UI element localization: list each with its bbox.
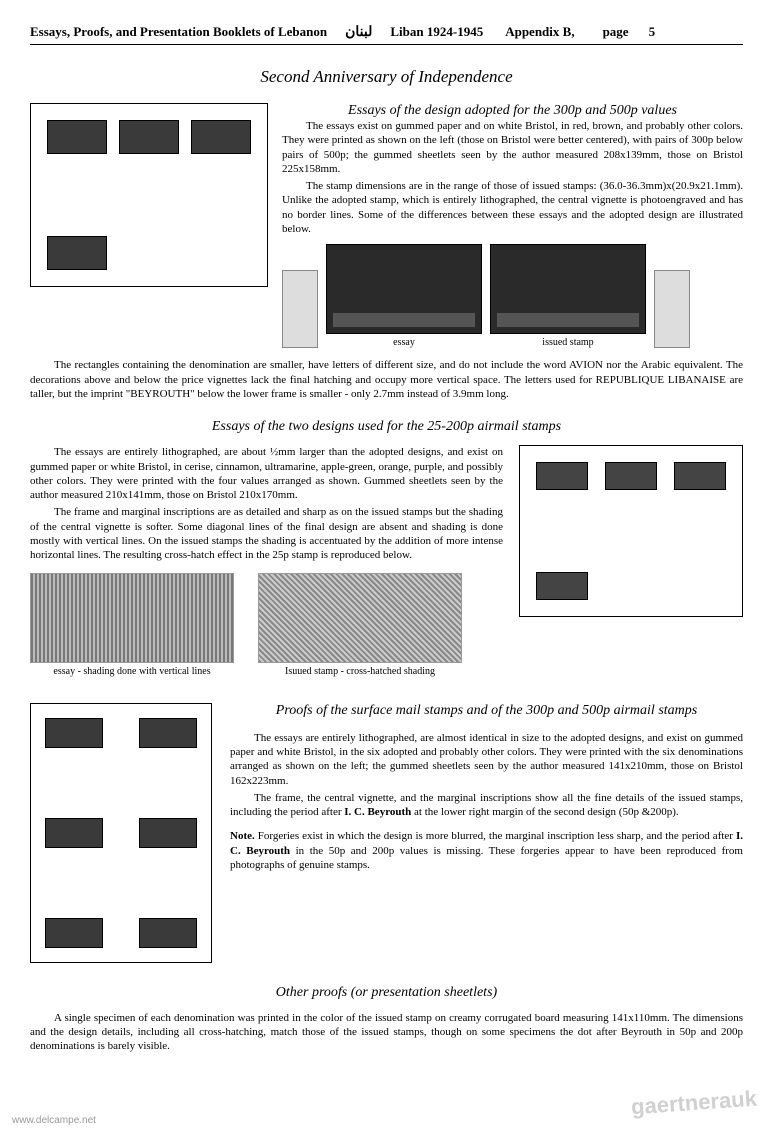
section4-row: Proofs of the surface mail stamps and of…	[30, 703, 743, 963]
section4-p2-b: at the lower right margin of the second …	[411, 806, 678, 818]
section2-para1: The rectangles containing the denominati…	[30, 358, 743, 401]
section2: The rectangles containing the denominati…	[30, 358, 743, 401]
section1-text-column: Essays of the design adopted for the 300…	[282, 103, 743, 348]
note-text-b: Forgeries exist in which the design is m…	[258, 830, 736, 842]
header-appendix: Appendix B,	[505, 24, 574, 40]
watermark-source-right: gaertnerauk	[630, 1086, 757, 1121]
stamp-thumb	[674, 462, 726, 490]
stamp-thumb	[605, 462, 657, 490]
main-section-title: Second Anniversary of Independence	[30, 67, 743, 87]
essay-shading-image	[30, 573, 234, 663]
section1-para2: The stamp dimensions are in the range of…	[282, 179, 743, 236]
section3-row: The essays are entirely lithographed, ar…	[30, 445, 743, 676]
note-label: Note.	[230, 830, 258, 842]
pattern-decoration-right	[654, 270, 690, 348]
stamp-thumb	[47, 236, 107, 270]
stamp-thumb	[45, 818, 103, 848]
watermark-source-left: www.delcampe.net	[12, 1115, 96, 1126]
issued-shading-caption: Isuued stamp - cross-hatched shading	[258, 666, 462, 677]
section4-title: Proofs of the surface mail stamps and of…	[230, 703, 743, 719]
shading-comparison: essay - shading done with vertical lines…	[30, 573, 503, 677]
section4-para1: The essays are entirely lithographed, ar…	[230, 731, 743, 788]
section5-title: Other proofs (or presentation sheetlets)	[30, 985, 743, 1001]
issued-caption: issued stamp	[490, 337, 646, 348]
section3-title: Essays of the two designs used for the 2…	[30, 419, 743, 435]
header-arabic: لبنان	[345, 24, 372, 41]
stamp-thumb	[45, 918, 103, 948]
stamp-thumb	[45, 718, 103, 748]
issued-stamp-image	[490, 244, 646, 334]
header-page-number: 5	[649, 24, 656, 40]
section1-subtitle: Essays of the design adopted for the 300…	[282, 103, 743, 119]
header-title: Essays, Proofs, and Presentation Booklet…	[30, 24, 327, 40]
section4-p2-bold: I. C. Beyrouth	[344, 806, 411, 818]
section1-row: Essays of the design adopted for the 300…	[30, 103, 743, 348]
header-date-range: Liban 1924-1945	[390, 24, 483, 40]
section3-text-column: The essays are entirely lithographed, ar…	[30, 445, 503, 676]
stamp-thumb	[139, 818, 197, 848]
section3-para2: The frame and marginal inscriptions are …	[30, 505, 503, 562]
sheetlet-4-stamps-left	[30, 103, 268, 287]
sheetlet-4-stamps-right	[519, 445, 743, 617]
stamp-thumb	[536, 572, 588, 600]
section3-para1: The essays are entirely lithographed, ar…	[30, 445, 503, 502]
pattern-decoration-left	[282, 270, 318, 348]
essay-stamp-image	[326, 244, 482, 334]
stamp-thumb	[191, 120, 251, 154]
note-text-c: in the 50p and 200p values is missing. T…	[230, 845, 743, 871]
essay-shading-caption: essay - shading done with vertical lines	[30, 666, 234, 677]
header-page-label: page	[603, 24, 629, 40]
section1-para1: The essays exist on gummed paper and on …	[282, 119, 743, 176]
stamp-thumb	[139, 918, 197, 948]
issued-shading-image	[258, 573, 462, 663]
essay-caption: essay	[326, 337, 482, 348]
section4-text-column: Proofs of the surface mail stamps and of…	[230, 703, 743, 963]
page-header: Essays, Proofs, and Presentation Booklet…	[30, 24, 743, 45]
stamp-thumb	[536, 462, 588, 490]
stamp-thumb	[139, 718, 197, 748]
stamp-thumb	[119, 120, 179, 154]
stamp-comparison: essay issued stamp	[282, 244, 743, 348]
section5-para1: A single specimen of each denomination w…	[30, 1011, 743, 1054]
section4-para2: The frame, the central vignette, and the…	[230, 791, 743, 820]
sheetlet-6-stamps	[30, 703, 212, 963]
section4-note: Note. Forgeries exist in which the desig…	[230, 829, 743, 872]
stamp-thumb	[47, 120, 107, 154]
document-page: Essays, Proofs, and Presentation Booklet…	[0, 0, 773, 1132]
